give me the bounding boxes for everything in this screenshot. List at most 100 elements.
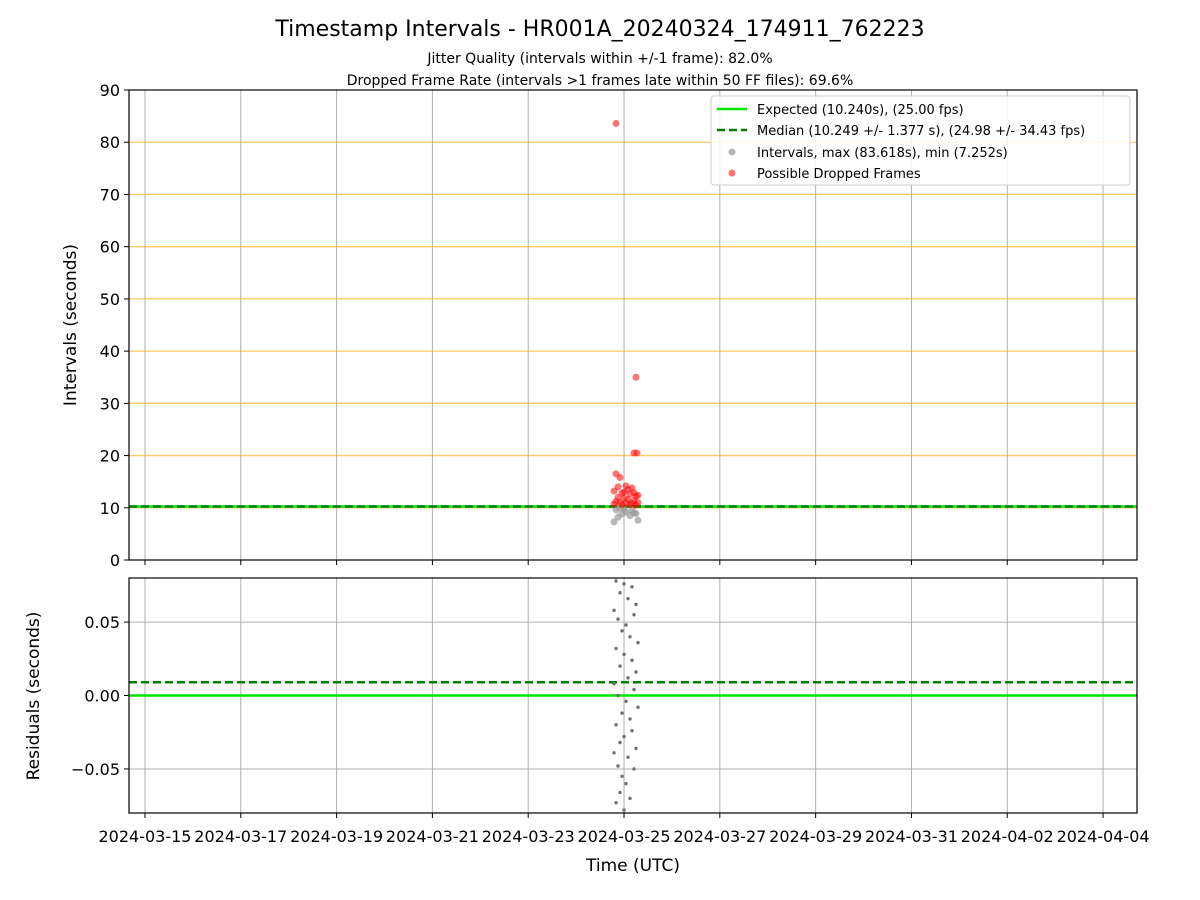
residual-point: [616, 617, 620, 621]
legend-dropped-swatch: [728, 169, 736, 177]
residual-point: [636, 705, 640, 709]
legend-dropped-label: Possible Dropped Frames: [757, 167, 921, 182]
chart-title: Timestamp Intervals - HR001A_20240324_17…: [274, 17, 924, 42]
bottom-y-tick-label: −0.05: [71, 760, 120, 779]
residual-point: [614, 723, 618, 727]
bottom-y-tick-label: 0.00: [84, 687, 120, 706]
residual-point: [624, 781, 628, 786]
residual-point: [624, 699, 628, 704]
residual-point: [628, 635, 632, 639]
top-y-tick-label: 50: [100, 290, 120, 309]
residual-point: [634, 670, 638, 674]
dropped-frame-point: [633, 449, 641, 457]
residual-point: [626, 596, 630, 601]
residual-point: [618, 790, 622, 795]
residual-point: [622, 808, 626, 812]
top-y-axis-title: Intervals (seconds): [61, 244, 81, 406]
residual-point: [624, 623, 628, 627]
chart-subtitle-dropped: Dropped Frame Rate (intervals >1 frames …: [347, 73, 854, 89]
residual-point: [630, 585, 634, 589]
bottom-reference-lines: [129, 681, 1137, 697]
x-tick-label: 2024-03-23: [482, 827, 575, 846]
bottom-y-tick-label: 0.05: [84, 613, 120, 632]
interval-point: [632, 510, 640, 518]
residual-point: [632, 687, 636, 692]
top-y-tick-label: 10: [100, 499, 120, 518]
residual-point: [622, 582, 626, 586]
residual-point: [620, 711, 624, 715]
x-axis-title: Time (UTC): [585, 856, 680, 876]
x-tick-label: 2024-03-17: [194, 827, 287, 846]
top-y-tick-label: 30: [100, 394, 120, 413]
residual-point: [636, 640, 640, 645]
residual-point: [620, 774, 624, 778]
x-tick-label: 2024-03-19: [290, 827, 383, 846]
dropped-frame-point: [624, 486, 632, 493]
bottom-data-points: [612, 579, 640, 812]
x-tick-label: 2024-03-27: [673, 827, 766, 846]
residual-point: [614, 801, 618, 805]
interval-point: [610, 518, 618, 526]
residual-point: [626, 755, 630, 759]
residual-point: [618, 740, 622, 745]
residual-point: [622, 734, 626, 739]
residual-point: [614, 646, 618, 651]
top-y-tick-label: 80: [100, 133, 120, 152]
dropped-frame-point: [610, 500, 618, 508]
legend-expected-label: Expected (10.240s), (25.00 fps): [757, 103, 964, 118]
residual-point: [616, 764, 620, 768]
x-tick-label: 2024-03-21: [386, 827, 479, 846]
residual-point: [618, 590, 622, 595]
top-y-tick-label: 0: [110, 551, 120, 570]
legend-box: [710, 95, 1131, 186]
residual-point: [630, 729, 634, 733]
legend-intervals-swatch: [728, 148, 736, 156]
residual-point: [616, 693, 620, 698]
residual-point: [620, 629, 624, 633]
dropped-frame-point: [634, 491, 642, 499]
residual-point: [632, 767, 636, 771]
legend: Expected (10.240s), (25.00 fps) Median (…: [710, 95, 1131, 186]
dropped-frame-point: [614, 483, 622, 491]
dropped-frame-point: [632, 501, 640, 509]
x-tick-label: 2024-04-04: [1057, 827, 1150, 846]
x-tick-label: 2024-03-25: [578, 827, 671, 846]
top-axis-ticks: 0 10 20 30 40 50 60 70 80 90: [100, 81, 1104, 570]
residual-point: [626, 676, 630, 680]
residual-point: [628, 796, 632, 801]
x-tick-label: 2024-03-31: [865, 827, 958, 846]
residual-point: [632, 613, 636, 617]
legend-median-label: Median (10.249 +/- 1.377 s), (24.98 +/- …: [757, 124, 1085, 139]
residual-point: [612, 608, 616, 613]
legend-intervals-label: Intervals, max (83.618s), min (7.252s): [757, 146, 1008, 161]
residual-point: [634, 602, 638, 607]
x-tick-label: 2024-03-29: [769, 827, 862, 846]
dropped-frame-point: [632, 373, 640, 381]
top-y-tick-label: 20: [100, 447, 120, 466]
residual-point: [612, 751, 616, 755]
bottom-axis-ticks: 2024-03-15 2024-03-17 2024-03-19 2024-03-21…: [71, 613, 1150, 846]
residual-point: [634, 746, 638, 751]
bottom-y-axis-title: Residuals (seconds): [24, 612, 44, 781]
dropped-frame-point: [618, 501, 626, 509]
top-plot-frame: [128, 89, 1138, 561]
residual-point: [618, 664, 622, 668]
top-y-tick-label: 60: [100, 238, 120, 257]
top-data-points: [610, 119, 642, 526]
x-tick-label: 2024-04-02: [961, 827, 1054, 846]
x-tick-label: 2024-03-15: [98, 827, 191, 846]
residual-point: [622, 652, 626, 657]
dropped-frame-point: [612, 119, 620, 127]
chart-subtitle-jitter: Jitter Quality (intervals within +/-1 fr…: [426, 51, 772, 67]
residual-point: [628, 717, 632, 721]
residual-point: [612, 682, 616, 686]
top-y-tick-label: 90: [100, 81, 120, 100]
top-y-tick-label: 70: [100, 185, 120, 204]
top-y-tick-label: 40: [100, 342, 120, 361]
dropped-frame-point: [626, 501, 634, 509]
residual-point: [630, 658, 634, 662]
dropped-frame-point: [616, 473, 624, 481]
interval-point: [634, 516, 642, 524]
residual-point: [614, 579, 618, 583]
